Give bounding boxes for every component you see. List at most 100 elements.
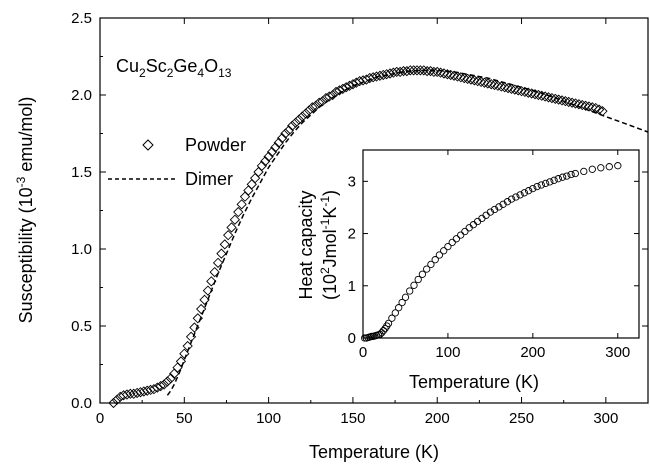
powder-point xyxy=(314,97,325,108)
powder-point xyxy=(405,65,416,76)
heat-capacity-point xyxy=(401,293,410,301)
heat-capacity-point xyxy=(520,189,529,197)
heat-capacity-point xyxy=(537,181,545,189)
main-x-axis-label: Temperature (K) xyxy=(309,442,439,462)
powder-point xyxy=(273,137,284,148)
powder-point xyxy=(270,142,281,153)
powder-point xyxy=(583,101,595,112)
powder-point xyxy=(206,276,217,287)
heat-capacity-point xyxy=(550,176,558,184)
powder-point xyxy=(128,388,139,399)
heat-capacity-point xyxy=(524,187,533,195)
powder-point xyxy=(459,72,470,84)
powder-point xyxy=(378,69,389,81)
heat-capacity-point xyxy=(563,172,571,180)
inset-x-axis: 0 100 200 300 xyxy=(359,150,630,361)
inset-x-tick-label: 100 xyxy=(435,344,460,361)
powder-point xyxy=(506,83,517,94)
heat-capacity-point xyxy=(427,260,435,269)
heat-capacity-point xyxy=(423,265,431,273)
powder-point xyxy=(381,69,392,80)
powder-point xyxy=(462,73,473,84)
powder-point xyxy=(266,146,278,158)
powder-point xyxy=(475,76,487,88)
powder-point xyxy=(179,348,190,359)
powder-point xyxy=(307,102,318,113)
powder-point xyxy=(496,81,507,92)
heat-capacity-point xyxy=(499,200,507,208)
powder-point xyxy=(566,97,578,108)
powder-point xyxy=(229,214,241,225)
powder-point xyxy=(425,65,436,77)
powder-point xyxy=(260,156,271,167)
powder-point xyxy=(590,102,601,114)
powder-point xyxy=(374,70,386,81)
legend-dimer-label: Dimer xyxy=(185,169,233,189)
powder-point xyxy=(303,105,315,116)
heat-capacity-point xyxy=(388,314,396,322)
heat-capacity-point xyxy=(554,175,562,183)
powder-point xyxy=(384,68,396,79)
powder-point xyxy=(573,99,585,110)
powder-point xyxy=(526,88,537,99)
x-tick-label: 250 xyxy=(509,410,534,427)
powder-point xyxy=(489,79,500,91)
inset-plot-area xyxy=(361,162,622,342)
heat-capacity-point xyxy=(490,205,499,214)
powder-point xyxy=(577,99,588,111)
powder-point xyxy=(297,111,308,122)
powder-point xyxy=(364,72,375,84)
inset-y-tick-label: 2 xyxy=(348,226,356,243)
powder-point xyxy=(415,65,426,76)
powder-point xyxy=(587,102,598,113)
powder-point xyxy=(543,92,554,103)
y-tick-label: 2.5 xyxy=(71,10,92,27)
powder-point xyxy=(192,313,203,324)
x-tick-label: 0 xyxy=(96,410,104,427)
inset-y-tick-label: 1 xyxy=(348,278,356,295)
powder-point xyxy=(202,285,214,296)
powder-point xyxy=(152,382,163,393)
powder-point xyxy=(432,66,443,78)
heat-capacity-point xyxy=(384,319,393,328)
powder-point xyxy=(347,79,359,90)
powder-point xyxy=(371,71,382,82)
powder-point xyxy=(354,76,365,87)
y-tick-label: 2.0 xyxy=(71,87,92,104)
heat-capacity-point xyxy=(558,173,567,181)
heat-capacity-point xyxy=(571,169,579,178)
heat-capacity-point xyxy=(529,184,537,193)
heat-capacity-point xyxy=(444,242,452,251)
powder-point xyxy=(492,80,504,91)
x-tick-label: 300 xyxy=(593,410,618,427)
powder-point xyxy=(337,83,348,94)
powder-point xyxy=(219,239,230,250)
powder-point xyxy=(135,387,146,398)
heat-capacity-point xyxy=(614,162,622,170)
powder-point xyxy=(421,65,433,77)
powder-point xyxy=(428,66,439,78)
powder-point xyxy=(280,128,291,139)
heat-capacity-point xyxy=(395,304,403,312)
powder-point xyxy=(469,75,480,86)
heat-capacity-point xyxy=(457,231,465,239)
powder-point xyxy=(158,379,170,390)
powder-point xyxy=(287,120,298,131)
powder-point xyxy=(320,92,332,104)
inset-y-tick-label: 0 xyxy=(348,330,356,347)
heat-capacity-point xyxy=(512,193,520,201)
powder-point xyxy=(597,106,608,117)
powder-point xyxy=(317,96,328,107)
heat-capacity-point xyxy=(597,164,605,172)
powder-point xyxy=(249,173,261,184)
powder-point xyxy=(435,67,446,78)
powder-point xyxy=(550,93,561,104)
powder-point xyxy=(341,82,352,93)
inset-y-axis-label-line1: Heat capacity xyxy=(296,190,316,299)
main-y-axis-label: Susceptibility (10-3 emu/mol) xyxy=(14,97,36,324)
inset-background xyxy=(316,150,642,358)
powder-point xyxy=(408,65,419,76)
heat-capacity-point xyxy=(588,165,596,173)
powder-point xyxy=(513,85,524,96)
inset-x-tick-label: 0 xyxy=(359,344,367,361)
